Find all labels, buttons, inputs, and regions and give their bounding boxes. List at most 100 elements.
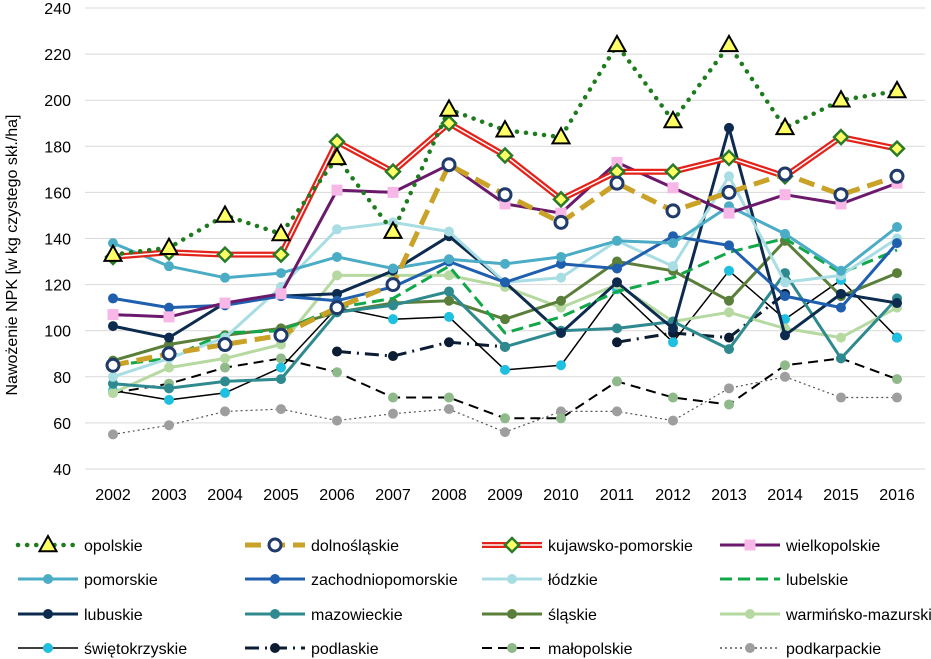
legend-label: lubelskie: [786, 572, 848, 589]
y-tick-label: 240: [44, 1, 71, 18]
y-axis-title: Nawożenie NPK [w kg czystego skł./ha]: [4, 114, 21, 395]
data-point: [668, 337, 678, 348]
series-line: [110, 42, 900, 257]
series-opolskie: [102, 33, 908, 262]
data-point: [220, 376, 230, 387]
data-point: [387, 186, 399, 198]
data-point: [220, 387, 230, 398]
data-point: [220, 272, 230, 283]
legend-item-podlaskie: podlaskie: [245, 641, 379, 658]
data-point: [556, 295, 566, 306]
legend-swatch-marker: [503, 536, 521, 554]
data-point: [892, 221, 902, 232]
data-point: [270, 222, 292, 242]
legend-item-lubuskie: lubuskie: [18, 607, 143, 624]
x-tick-label: 2013: [711, 487, 747, 504]
legend-label: śląskie: [548, 607, 597, 624]
data-point: [444, 404, 454, 415]
y-tick-label: 160: [44, 185, 71, 202]
data-point: [444, 286, 454, 297]
legend-label: zachodniopomorskie: [311, 572, 458, 589]
legend-swatch-marker: [270, 574, 280, 584]
data-point: [105, 357, 121, 373]
legend-item-śląskie: śląskie: [482, 607, 597, 624]
data-point: [836, 302, 846, 313]
data-point: [888, 139, 906, 158]
data-point: [220, 362, 230, 373]
data-point: [609, 175, 625, 191]
data-point: [388, 351, 398, 362]
x-tick-label: 2009: [487, 487, 523, 504]
x-tick-label: 2016: [879, 487, 915, 504]
legend-swatch-marker: [43, 609, 53, 619]
data-point: [662, 109, 684, 129]
data-point: [108, 429, 118, 440]
data-point: [892, 268, 902, 279]
data-point: [780, 277, 790, 288]
data-point: [220, 406, 230, 417]
data-point: [886, 79, 908, 99]
data-point: [444, 254, 454, 265]
data-point: [332, 346, 342, 357]
data-point: [721, 184, 737, 200]
data-point: [164, 302, 174, 313]
data-point: [556, 272, 566, 283]
data-point: [723, 207, 735, 219]
legend-label: wielkopolskie: [785, 538, 880, 555]
data-point: [164, 394, 174, 405]
y-tick-label: 120: [44, 278, 71, 295]
legend-label: mazowieckie: [311, 607, 403, 624]
data-point: [444, 270, 454, 281]
x-tick-label: 2012: [655, 487, 691, 504]
legend-swatch-marker: [270, 643, 280, 653]
data-point: [388, 263, 398, 274]
series-lines: [102, 33, 908, 440]
data-point: [724, 240, 734, 251]
data-point: [216, 245, 234, 264]
data-point: [500, 258, 510, 269]
data-point: [331, 184, 343, 196]
data-point: [164, 362, 174, 373]
legend-swatch-marker: [37, 533, 59, 553]
legend-item-dolnośląskie: dolnośląskie: [245, 537, 399, 555]
data-point: [724, 383, 734, 394]
data-point: [832, 128, 850, 146]
series-świętokrzyskie: [108, 265, 902, 405]
x-tick-label: 2004: [207, 487, 243, 504]
data-point: [830, 89, 852, 108]
legend-label: lubuskie: [84, 607, 143, 624]
data-point: [553, 214, 569, 230]
data-point: [494, 119, 516, 138]
series-line: [112, 237, 898, 367]
data-point: [164, 332, 174, 343]
legend-swatch-marker: [745, 643, 755, 653]
data-point: [220, 353, 230, 364]
data-point: [836, 332, 846, 343]
data-point: [724, 171, 734, 182]
data-point: [384, 162, 402, 181]
data-point: [332, 270, 342, 281]
data-point: [836, 265, 846, 276]
data-point: [108, 293, 118, 304]
legend-item-zachodniopomorskie: zachodniopomorskie: [245, 572, 458, 589]
y-tick-label: 140: [44, 232, 71, 249]
legend: opolskie dolnośląskie kujawsko-pomorskie wi…: [15, 533, 931, 658]
legend-item-mazowieckie: mazowieckie: [245, 607, 403, 624]
legend-item-warmińsko-mazurskie: warmińsko-mazurskie: [720, 607, 931, 624]
data-point: [444, 392, 454, 403]
data-point: [329, 300, 345, 316]
data-point: [612, 376, 622, 387]
data-point: [164, 261, 174, 272]
data-point: [332, 367, 342, 378]
data-point: [780, 371, 790, 382]
data-point: [273, 327, 289, 343]
series-lubelskie: [112, 237, 898, 367]
data-point: [500, 341, 510, 352]
legend-swatch-marker: [267, 537, 283, 553]
data-point: [724, 399, 734, 410]
data-point: [388, 300, 398, 311]
data-point: [724, 332, 734, 343]
